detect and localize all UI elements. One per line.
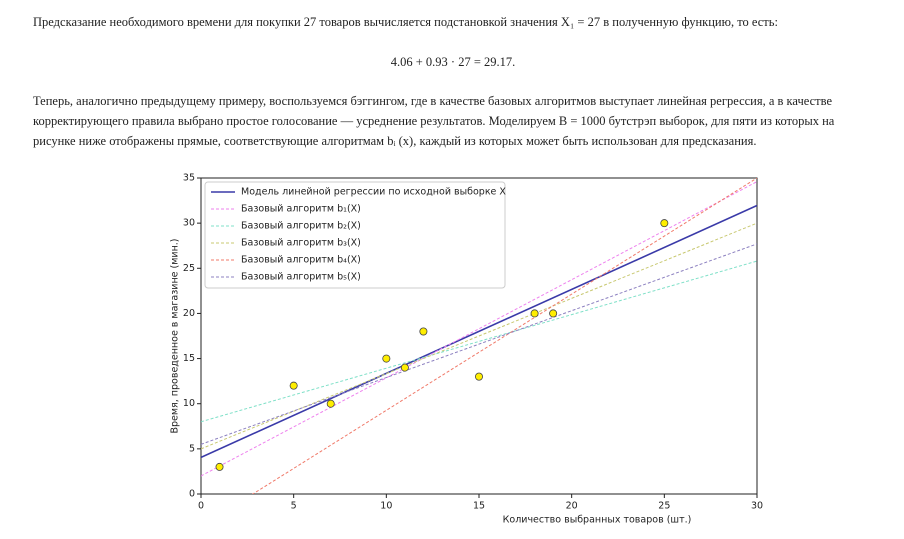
chart: Количество выбранных товаров (шт.) Время… [170, 173, 764, 526]
data-point [419, 327, 428, 336]
lines [201, 178, 757, 494]
legend-label: Базовый алгоритм b₅(X) [241, 272, 361, 283]
data-point [530, 309, 539, 318]
y-tick-label: 30 [183, 218, 195, 229]
x-tick-label: 30 [751, 501, 763, 512]
legend-label: Базовый алгоритм b₂(X) [241, 221, 361, 232]
x-tick-label: 10 [380, 501, 392, 512]
regression-line [201, 260, 757, 423]
legend-box [204, 181, 506, 289]
paragraph: Предсказание необходимого времени для по… [33, 15, 778, 29]
x-tick-label: 25 [658, 501, 670, 512]
y-tick-label: 15 [183, 353, 195, 364]
legend-label: Базовый алгоритм b₁(X) [241, 204, 361, 215]
regression-line [201, 243, 757, 445]
paragraph: Теперь, аналогично предыдущему примеру, … [33, 94, 835, 148]
y-tick-label: 35 [183, 173, 195, 184]
data-point [289, 381, 298, 390]
data-point [400, 363, 409, 372]
regression-line [201, 222, 757, 450]
x-tick-label: 5 [291, 501, 297, 512]
y-axis-label: Время, проведенное в магазине (мин.) [170, 238, 181, 433]
data-point [549, 309, 558, 318]
x-axis-label: Количество выбранных товаров (шт.) [503, 515, 692, 526]
y-tick-label: 0 [189, 489, 195, 500]
x-tick-label: 20 [566, 501, 578, 512]
data-point [382, 354, 391, 363]
regression-line [201, 204, 757, 459]
legend-label: Базовый алгоритм b₄(X) [241, 255, 361, 266]
y-tick-label: 20 [183, 308, 195, 319]
data-point [474, 372, 483, 381]
x-tick-label: 15 [473, 501, 485, 512]
y-tick-label: 25 [183, 263, 195, 274]
legend-label: Модель линейной регрессии по исходной вы… [241, 187, 506, 198]
data-point [326, 399, 335, 408]
y-tick-label: 10 [183, 398, 195, 409]
data-point [660, 219, 669, 228]
data-point [215, 462, 224, 471]
regression-line [251, 178, 757, 494]
legend-label: Базовый алгоритм b₃(X) [241, 238, 361, 249]
x-tick-label: 0 [198, 501, 204, 512]
y-tick-label: 5 [189, 443, 195, 454]
formula: 4.06 + 0.93 · 27 = 29.17. [390, 55, 516, 69]
